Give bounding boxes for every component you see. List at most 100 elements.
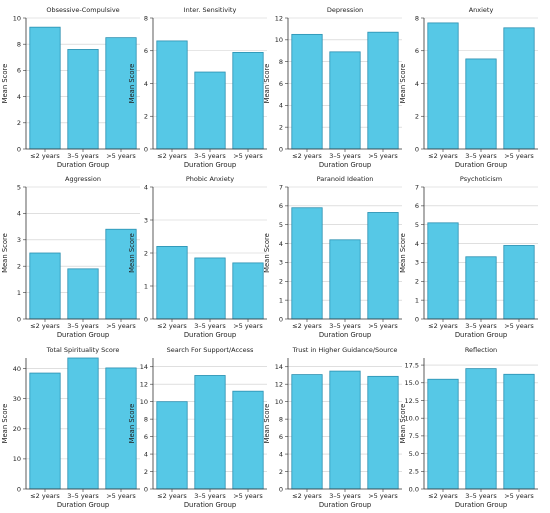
- y-axis-label: Mean Score: [128, 64, 136, 104]
- x-tick-label: 3–5 years: [465, 152, 497, 160]
- bar: [156, 40, 188, 150]
- y-tick-label: 7.5: [409, 432, 419, 440]
- y-axis-label: Mean Score: [1, 64, 9, 104]
- x-tick-label: ≤2 years: [428, 322, 458, 330]
- bar: [29, 252, 61, 320]
- y-tick-label: 6: [415, 202, 419, 210]
- chart-panel: Search For Support/Access 0 2 4 6 8 10 12 14 ≤2 y…: [128, 346, 267, 509]
- y-axis-label: Mean Score: [128, 404, 136, 444]
- x-tick-label: 3–5 years: [67, 492, 99, 500]
- bar: [29, 372, 61, 490]
- bar: [503, 245, 535, 320]
- y-tick-label: 30: [13, 395, 21, 403]
- x-tick-label: ≤2 years: [428, 152, 458, 160]
- y-tick-label: 2: [144, 468, 148, 476]
- chart-title: Trust in Higher Guidance/Source: [292, 346, 398, 354]
- y-tick-label: 12: [140, 381, 148, 389]
- y-tick-label: 8: [279, 415, 283, 423]
- y-tick-label: 2: [17, 263, 21, 271]
- chart-panel: Paranoid Ideation 0 1 2 3 4 5 6 7 ≤2 years 3–5 yea…: [263, 175, 402, 339]
- chart-title: Total Spirituality Score: [46, 346, 120, 354]
- x-tick-label: ≤2 years: [292, 492, 322, 500]
- y-tick-label: 17.5: [405, 361, 419, 369]
- x-tick-label: ≤2 years: [292, 322, 322, 330]
- x-tick-label: 3–5 years: [329, 322, 361, 330]
- x-tick-label: >5 years: [368, 322, 398, 330]
- chart-title: Reflection: [465, 346, 497, 354]
- y-tick-label: 6: [144, 47, 148, 55]
- y-tick-label: 10: [275, 36, 283, 44]
- bar: [465, 368, 497, 490]
- x-tick-label: >5 years: [504, 492, 534, 500]
- y-tick-label: 15.0: [405, 379, 419, 387]
- bar: [329, 51, 361, 150]
- y-tick-label: 0: [17, 485, 21, 493]
- y-tick-label: 0: [279, 485, 283, 493]
- y-axis-label: Mean Score: [1, 404, 9, 444]
- y-tick-label: 4: [279, 450, 283, 458]
- y-tick-label: 20: [13, 425, 21, 433]
- x-tick-label: 3–5 years: [329, 152, 361, 160]
- x-axis-label: Duration Group: [319, 501, 371, 509]
- bar: [427, 222, 459, 320]
- y-tick-label: 6: [279, 202, 283, 210]
- x-axis-label: Duration Group: [319, 331, 371, 339]
- y-tick-label: 5: [415, 221, 419, 229]
- x-tick-label: 3–5 years: [67, 152, 99, 160]
- bar: [105, 367, 137, 490]
- x-tick-label: 3–5 years: [329, 492, 361, 500]
- chart-title: Obsessive-Compulsive: [46, 6, 119, 14]
- y-tick-label: 0.0: [409, 485, 419, 493]
- y-tick-label: 1: [17, 289, 21, 297]
- bar: [503, 27, 535, 150]
- y-axis-label: Mean Score: [128, 233, 136, 273]
- y-tick-label: 10: [140, 398, 148, 406]
- bar: [232, 51, 264, 150]
- y-tick-label: 2.5: [409, 468, 419, 476]
- chart-title: Phobic Anxiety: [186, 175, 234, 183]
- chart-panel: Reflection 0.0 2.5 5.0 7.5 10.0 12.5 15.0 17.5 ≤2…: [399, 346, 538, 509]
- y-tick-label: 0: [279, 315, 283, 323]
- x-tick-label: ≤2 years: [30, 322, 60, 330]
- x-tick-label: >5 years: [368, 152, 398, 160]
- y-tick-label: 3: [144, 216, 148, 224]
- x-tick-label: >5 years: [106, 322, 136, 330]
- y-axis-label: Mean Score: [399, 233, 407, 273]
- bar: [194, 375, 226, 490]
- x-axis-label: Duration Group: [455, 161, 507, 169]
- y-tick-label: 12: [275, 14, 283, 22]
- bar: [67, 49, 99, 150]
- x-tick-label: ≤2 years: [428, 492, 458, 500]
- y-tick-label: 6: [279, 433, 283, 441]
- y-axis-label: Mean Score: [263, 404, 271, 444]
- y-tick-label: 1: [144, 282, 148, 290]
- y-tick-label: 12: [275, 381, 283, 389]
- bar: [194, 257, 226, 320]
- y-tick-label: 0: [144, 485, 148, 493]
- x-tick-label: 3–5 years: [465, 322, 497, 330]
- bar: [105, 228, 137, 320]
- y-tick-label: 8: [279, 58, 283, 66]
- y-tick-label: 8: [17, 41, 21, 49]
- y-tick-label: 0: [144, 145, 148, 153]
- bar: [367, 212, 399, 320]
- chart-panel: Obsessive-Compulsive 0 2 4 6 8 10 ≤2 years 3–5 y…: [1, 6, 140, 169]
- x-tick-label: >5 years: [504, 152, 534, 160]
- chart-title: Inter. Sensitivity: [184, 6, 237, 14]
- y-tick-label: 2: [279, 278, 283, 286]
- x-tick-label: 3–5 years: [194, 492, 226, 500]
- bar: [427, 378, 459, 490]
- y-tick-label: 10: [275, 398, 283, 406]
- bar: [503, 373, 535, 490]
- bar: [329, 239, 361, 320]
- y-tick-label: 2: [17, 119, 21, 127]
- bar: [67, 268, 99, 320]
- y-tick-label: 6: [415, 47, 419, 55]
- x-axis-label: Duration Group: [319, 161, 371, 169]
- x-tick-label: ≤2 years: [292, 152, 322, 160]
- bar: [105, 37, 137, 150]
- x-axis-label: Duration Group: [184, 331, 236, 339]
- bar: [156, 245, 188, 320]
- y-tick-label: 12.5: [405, 397, 419, 405]
- y-tick-label: 7: [415, 183, 419, 191]
